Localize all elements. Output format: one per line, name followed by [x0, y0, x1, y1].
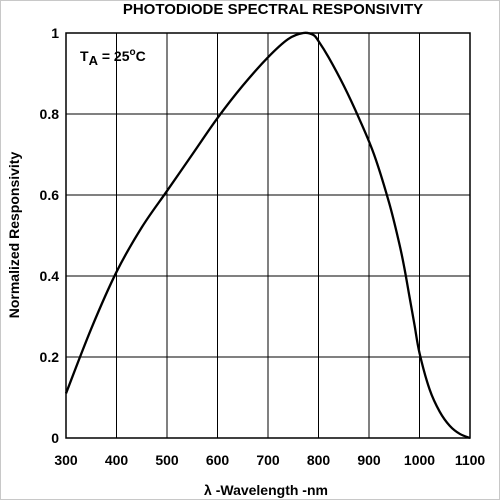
x-tick-label: 900 [357, 452, 381, 468]
y-tick-label: 1 [51, 25, 59, 41]
annot-t: T [80, 48, 89, 64]
annot-unit: C [136, 48, 146, 64]
y-axis-label: Normalized Responsivity [6, 152, 22, 319]
x-tick-label: 600 [206, 452, 230, 468]
x-axis-ticks: 300 400 500 600 700 800 900 1000 1100 [54, 452, 485, 468]
plot-border [65, 32, 471, 439]
annot-eq: = 25 [98, 48, 130, 64]
responsivity-curve [64, 31, 471, 440]
y-tick-label: 0.8 [40, 106, 60, 122]
y-tick-label: 0 [51, 430, 59, 446]
x-tick-label: 500 [155, 452, 179, 468]
y-axis-ticks: 0 0.2 0.4 0.6 0.8 1 [40, 25, 60, 446]
x-tick-label: 400 [105, 452, 129, 468]
x-tick-label: 800 [307, 452, 331, 468]
x-tick-label: 1100 [455, 452, 486, 468]
chart-title: PHOTODIODE SPECTRAL RESPONSIVITY [123, 1, 423, 18]
annot-sup: o [129, 47, 135, 58]
x-tick-label: 300 [54, 452, 78, 468]
x-tick-label: 700 [256, 452, 280, 468]
grid [65, 32, 471, 439]
annot-sub: A [89, 53, 99, 68]
x-axis-label: λ -Wavelength -nm [204, 482, 328, 498]
y-tick-label: 0.6 [40, 187, 60, 203]
y-tick-label: 0.2 [40, 349, 60, 365]
y-tick-label: 0.4 [40, 268, 60, 284]
temperature-annotation: TA = 25oC [80, 47, 146, 68]
x-tick-label: 1000 [404, 452, 435, 468]
